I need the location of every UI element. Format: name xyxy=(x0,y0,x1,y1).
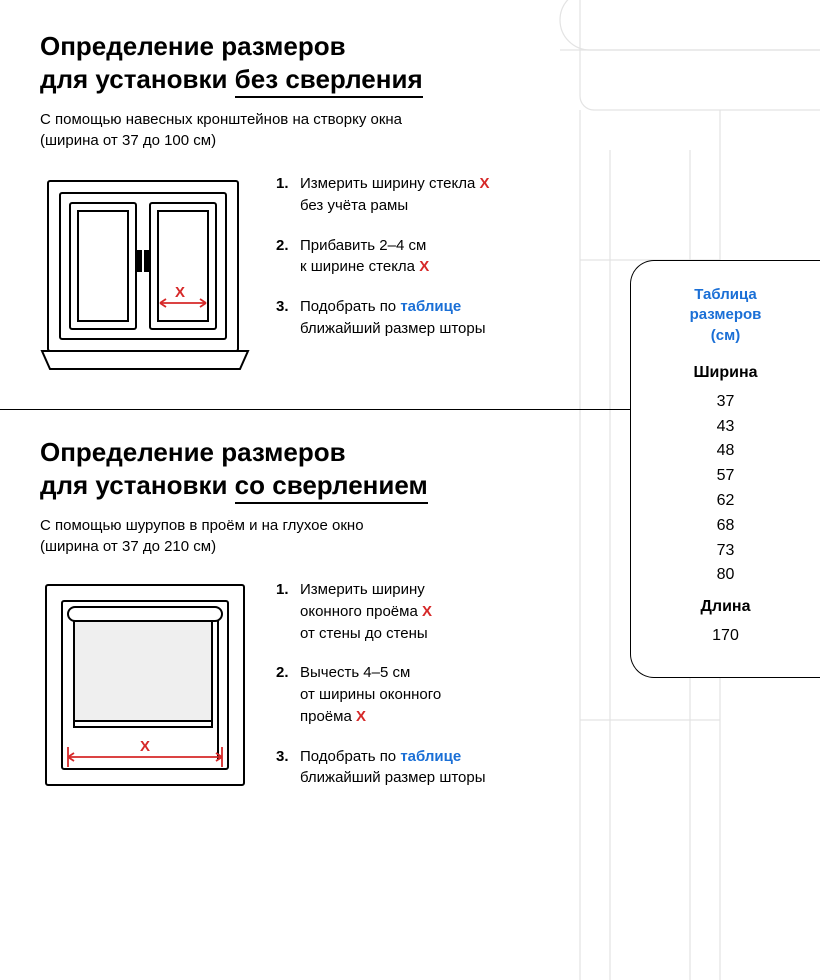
width-value: 73 xyxy=(643,539,808,564)
section1-subtitle: С помощью навесных кронштейнов на створк… xyxy=(40,109,600,151)
section-with-drill: Определение размеров для установки со св… xyxy=(40,436,600,807)
table-link[interactable]: таблице xyxy=(400,748,461,765)
section2-title: Определение размеров для установки со св… xyxy=(40,436,600,501)
section-divider xyxy=(0,409,660,410)
width-value: 80 xyxy=(643,563,808,588)
section2-title-line2a: для установки xyxy=(40,470,235,500)
section2-title-line1: Определение размеров xyxy=(40,437,346,467)
section2-subtitle: С помощью шурупов в проём и на глухое ок… xyxy=(40,515,600,557)
x-marker: X xyxy=(480,175,490,192)
width-value: 37 xyxy=(643,390,808,415)
section2-step: Подобрать по таблице ближайший размер шт… xyxy=(276,746,600,790)
section2-steps: Измерить ширину оконного проёма X от сте… xyxy=(276,579,600,807)
section1-title: Определение размеров для установки без с… xyxy=(40,30,600,95)
section1-title-line1: Определение размеров xyxy=(40,31,346,61)
x-marker: X xyxy=(419,258,429,275)
section1-step: Измерить ширину стекла X без учёта рамы xyxy=(276,173,600,217)
section2-step: Вычесть 4–5 см от ширины оконного проёма… xyxy=(276,662,600,727)
x-label-1: X xyxy=(175,284,185,301)
window-illustration-1: X xyxy=(40,173,250,383)
section1-step: Прибавить 2–4 см к ширине стекла X xyxy=(276,235,600,279)
width-value: 62 xyxy=(643,489,808,514)
x-marker: X xyxy=(356,708,366,725)
size-table-title: Таблица размеров (см) xyxy=(643,285,808,346)
section1-steps: Измерить ширину стекла X без учёта рамы … xyxy=(276,173,600,358)
x-marker: X xyxy=(422,603,432,620)
window-illustration-2: X xyxy=(40,579,250,799)
width-value: 43 xyxy=(643,415,808,440)
section1-step: Подобрать по таблице ближайший размер шт… xyxy=(276,296,600,340)
table-link[interactable]: таблице xyxy=(400,298,461,315)
width-value: 48 xyxy=(643,439,808,464)
section1-title-underlined: без сверления xyxy=(235,64,423,98)
width-value: 57 xyxy=(643,464,808,489)
width-values: 3743485762687380 xyxy=(643,390,808,588)
size-table-card: Таблица размеров (см) Ширина 37434857626… xyxy=(630,260,820,678)
section2-step: Измерить ширину оконного проёма X от сте… xyxy=(276,579,600,644)
section-no-drill: Определение размеров для установки без с… xyxy=(40,30,600,383)
width-label: Ширина xyxy=(643,364,808,382)
length-value: 170 xyxy=(643,624,808,649)
width-value: 68 xyxy=(643,514,808,539)
section1-title-line2a: для установки xyxy=(40,64,235,94)
section2-title-underlined: со сверлением xyxy=(235,470,428,504)
length-label: Длина xyxy=(643,598,808,616)
x-label-2: X xyxy=(140,738,150,755)
length-values: 170 xyxy=(643,624,808,649)
